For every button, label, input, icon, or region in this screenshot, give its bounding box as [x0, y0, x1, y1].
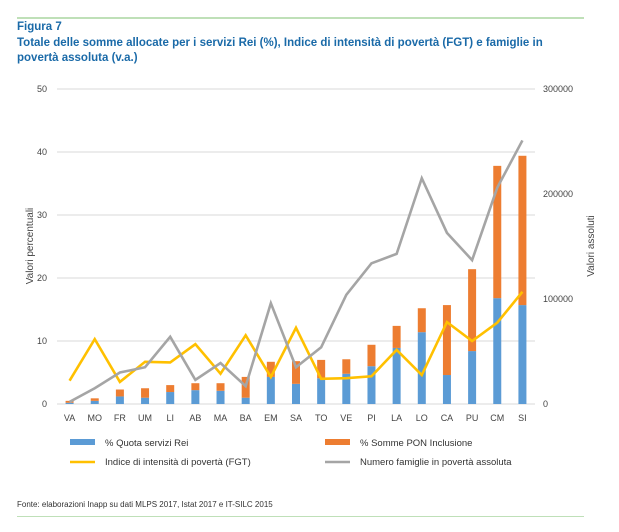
x-tick-label: MO — [87, 413, 102, 423]
bar-segment-blue — [342, 373, 351, 404]
x-tick-label: EM — [264, 413, 278, 423]
y2-tick-label: 100000 — [543, 294, 573, 304]
y-axis-label: Valori percentuali — [25, 208, 36, 285]
x-tick-label: LO — [416, 413, 428, 423]
left-axis-ticks: 0 10 20 30 40 50 — [37, 84, 47, 409]
legend-swatch-orange — [325, 439, 350, 445]
gridlines — [57, 88, 535, 405]
bar-segment-blue — [216, 390, 225, 404]
x-tick-label: CA — [441, 413, 454, 423]
bar-segment-blue — [367, 366, 376, 404]
legend-label-fgt: Indice di intensità di povertà (FGT) — [105, 457, 251, 468]
x-tick-label: TO — [315, 413, 327, 423]
y-tick-label: 40 — [37, 147, 47, 157]
bar-segment-orange — [317, 359, 326, 379]
lines — [68, 139, 524, 404]
y-tick-label: 20 — [37, 273, 47, 283]
x-tick-label: PU — [466, 413, 479, 423]
x-tick-label: BA — [240, 413, 252, 423]
bar-segment-blue — [166, 392, 175, 404]
y-tick-label: 50 — [37, 84, 47, 94]
bar-segment-blue — [191, 390, 200, 404]
legend-label-rei: % Quota servizi Rei — [105, 438, 188, 449]
bar-segment-orange — [115, 389, 124, 397]
bar-segment-orange — [367, 344, 376, 367]
x-axis-ticks: VA MO FR UM LI AB MA BA EM SA TO VE PI LA LO CA PU CM SI — [64, 413, 527, 423]
source-note: Fonte: elaborazioni Inapp su dati MLPS 2… — [17, 500, 273, 509]
legend-label-pon: % Somme PON Inclusione — [360, 438, 472, 449]
legend: % Quota servizi Rei % Somme PON Inclusio… — [70, 438, 512, 468]
y-tick-label: 10 — [37, 336, 47, 346]
bottom-rule — [17, 516, 584, 517]
x-tick-label: LI — [166, 413, 174, 423]
x-tick-label: VE — [340, 413, 352, 423]
right-axis-ticks: 0 100000 200000 300000 — [543, 84, 573, 409]
bar-segment-blue — [90, 400, 99, 404]
bar-segment-orange — [518, 155, 527, 306]
bar-segment-orange — [266, 361, 275, 377]
bar-segment-blue — [518, 305, 527, 404]
bar-segment-orange — [292, 361, 300, 384]
x-tick-label: PI — [367, 413, 376, 423]
bar-segment-orange — [442, 305, 451, 376]
bar-segment-orange — [90, 398, 99, 401]
chart-title: Totale delle somme allocate per i serviz… — [17, 37, 543, 64]
x-tick-label: LA — [391, 413, 402, 423]
bar-segment-blue — [141, 397, 150, 404]
top-rule — [17, 17, 584, 19]
x-tick-label: UM — [138, 413, 152, 423]
line-series-gray — [68, 139, 524, 404]
bar-segment-blue — [241, 397, 250, 404]
x-tick-label: AB — [189, 413, 201, 423]
y2-tick-label: 300000 — [543, 84, 573, 94]
bar-segment-blue — [65, 402, 74, 404]
bar-segment-orange — [417, 308, 426, 333]
y2-tick-label: 200000 — [543, 189, 573, 199]
x-tick-label: SI — [518, 413, 527, 423]
figure-label: Figura 7 — [17, 21, 62, 33]
x-tick-label: MA — [214, 413, 228, 423]
bar-segment-orange — [166, 385, 175, 393]
bar-segment-orange — [468, 269, 477, 352]
y2-axis-label: Valori assoluti — [586, 215, 597, 277]
x-tick-label: CM — [490, 413, 504, 423]
y-tick-label: 0 — [42, 399, 47, 409]
bar-segment-blue — [292, 383, 300, 404]
x-tick-label: FR — [114, 413, 126, 423]
line-series-yellow — [68, 291, 524, 384]
bar-segment-blue — [493, 298, 502, 404]
x-tick-label: VA — [64, 413, 75, 423]
bar-segment-blue — [266, 376, 275, 404]
bar-segment-orange — [191, 383, 200, 391]
y-tick-label: 30 — [37, 210, 47, 220]
bar-segment-orange — [216, 383, 225, 391]
bar-segment-blue — [115, 396, 124, 404]
bar-segment-blue — [317, 378, 326, 404]
bar-segment-orange — [493, 165, 502, 299]
legend-swatch-blue — [70, 439, 95, 445]
bar-segment-blue — [442, 375, 451, 404]
y2-tick-label: 0 — [543, 399, 548, 409]
bar-segment-blue — [392, 347, 401, 404]
bar-segment-orange — [141, 388, 150, 398]
bar-segment-orange — [392, 325, 401, 348]
bar-segment-blue — [417, 332, 426, 404]
bar-segment-orange — [342, 359, 351, 374]
legend-label-famiglie: Numero famiglie in povertà assoluta — [360, 457, 512, 468]
bar-segment-blue — [468, 351, 477, 404]
x-tick-label: SA — [290, 413, 302, 423]
